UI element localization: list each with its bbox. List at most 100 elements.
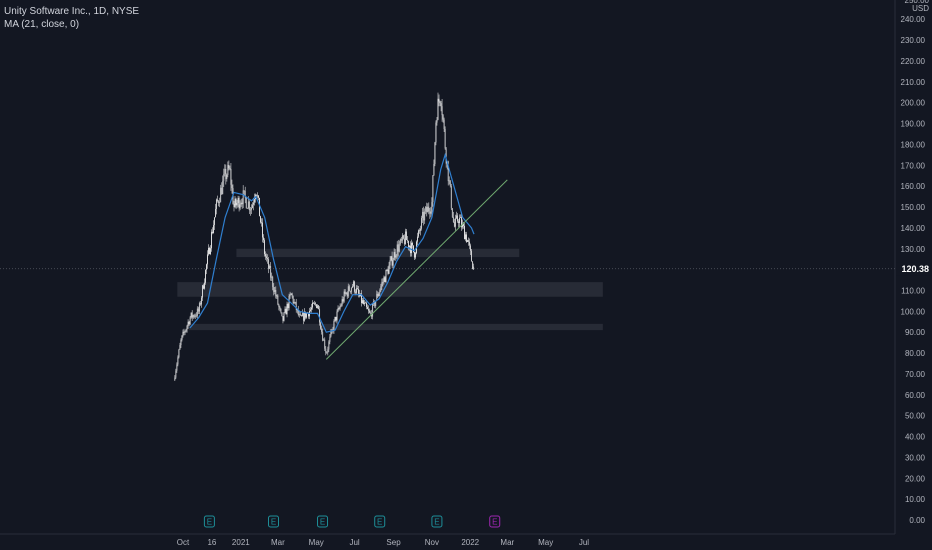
- candle-body: [399, 239, 401, 245]
- price-tick-label: 70.00: [905, 370, 926, 379]
- candle-body: [270, 265, 272, 278]
- candle-body: [374, 301, 376, 307]
- candle-body: [280, 308, 282, 313]
- candle-body: [469, 241, 470, 246]
- candle-body: [251, 204, 253, 209]
- candle-body: [302, 312, 304, 321]
- candle-body: [419, 230, 420, 232]
- candle-body: [177, 357, 179, 365]
- candle-body: [344, 291, 346, 294]
- candle-body: [183, 331, 185, 333]
- candle-body: [235, 198, 237, 206]
- candle-body: [444, 128, 446, 149]
- candle-body: [218, 201, 220, 204]
- candle-body: [215, 208, 216, 218]
- candle-body: [411, 242, 412, 254]
- candle-body: [306, 312, 307, 318]
- candle-body: [443, 119, 445, 129]
- candle-body: [361, 293, 362, 304]
- price-tick-label: 40.00: [905, 433, 926, 442]
- candle-body: [459, 217, 460, 224]
- candle-body: [449, 180, 451, 187]
- price-tick-label: 210.00: [901, 78, 926, 87]
- candle-body: [315, 303, 316, 305]
- candle-body: [337, 308, 339, 312]
- candle-body: [190, 312, 192, 318]
- candle-body: [292, 296, 294, 304]
- candle-body: [364, 302, 365, 304]
- candle-body: [241, 202, 243, 205]
- time-tick-label: 16: [207, 538, 216, 547]
- earnings-marker-label: E: [320, 518, 325, 527]
- candle-body: [264, 240, 265, 255]
- last-price-box: [896, 262, 932, 276]
- candle-body: [349, 290, 351, 292]
- candle-body: [389, 260, 391, 266]
- candle-body: [451, 208, 453, 218]
- candle-body: [193, 315, 195, 317]
- earnings-marker: [317, 515, 329, 528]
- symbol-title[interactable]: Unity Software Inc., 1D, NYSE: [4, 6, 140, 17]
- candle-body: [185, 329, 187, 332]
- candle-body: [267, 258, 268, 260]
- candle-body: [392, 260, 394, 266]
- price-tick-label: 240.00: [901, 15, 926, 24]
- candle-body: [271, 276, 273, 278]
- candle-body: [367, 306, 368, 310]
- candle-body: [260, 216, 261, 223]
- price-tick-label: 50.00: [905, 412, 926, 421]
- candle-body: [391, 256, 393, 266]
- candle-body: [402, 235, 404, 239]
- candle-body: [247, 201, 249, 209]
- earnings-marker: [489, 515, 501, 528]
- candle-body: [300, 315, 302, 317]
- candle-body: [414, 252, 415, 258]
- candle-body: [236, 202, 238, 206]
- candle-body: [238, 198, 240, 209]
- candle-body: [470, 245, 471, 251]
- candle-body: [299, 314, 301, 316]
- candle-body: [338, 308, 340, 310]
- candle-body: [350, 287, 352, 292]
- candle-body: [406, 231, 407, 241]
- candle-body: [366, 302, 367, 307]
- candle-body: [191, 312, 193, 318]
- candle-body: [213, 225, 214, 234]
- price-tick-label: 220.00: [901, 57, 926, 66]
- time-axis[interactable]: Oct 16 2021 Mar May Jul Sep Nov 2022 Mar May Jul: [0, 533, 895, 547]
- price-tick-label: 190.00: [901, 120, 926, 129]
- candle-body: [179, 345, 181, 350]
- candle-body: [285, 308, 287, 315]
- candle-body: [435, 122, 437, 143]
- candle-body: [253, 202, 254, 205]
- candle-body: [346, 292, 348, 297]
- candle-body: [464, 225, 465, 240]
- candle-body: [291, 293, 293, 297]
- time-tick-label: Sep: [386, 538, 401, 547]
- candle-body: [351, 285, 353, 288]
- candle-body: [428, 206, 430, 212]
- price-tick-label: 170.00: [901, 161, 926, 170]
- candle-body: [274, 289, 276, 292]
- candle-body: [192, 315, 194, 318]
- candle-body: [379, 290, 381, 294]
- candle-body: [262, 222, 263, 238]
- candle-body: [421, 217, 423, 229]
- candle-body: [353, 281, 355, 292]
- candle-body: [384, 277, 386, 283]
- candle-body: [175, 370, 177, 378]
- indicator-label[interactable]: MA (21, close, 0): [4, 19, 80, 30]
- candle-body: [209, 247, 210, 255]
- candle-body: [313, 302, 314, 304]
- candle-body: [243, 190, 245, 192]
- candle-body: [407, 240, 408, 241]
- candle-body: [319, 309, 321, 323]
- candle-body: [277, 295, 279, 305]
- candle-body: [225, 168, 227, 180]
- candle-body: [450, 186, 452, 209]
- candle-body: [234, 198, 236, 207]
- candle-body: [317, 305, 318, 308]
